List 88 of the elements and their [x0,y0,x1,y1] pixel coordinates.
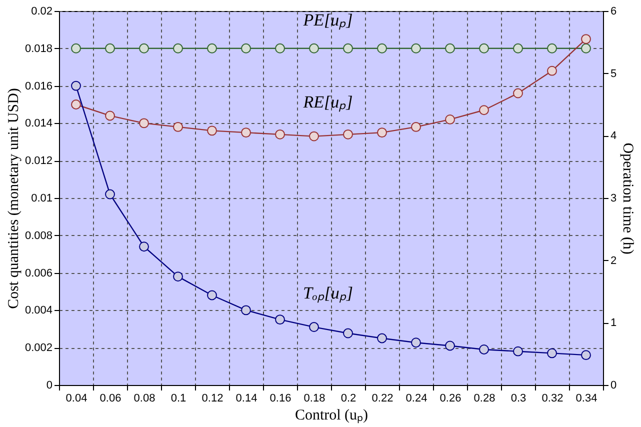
x-tick-label: 0.34 [576,392,598,404]
point [445,114,455,124]
point [71,80,81,91]
y-tick-label: 0.012 [24,155,52,168]
point [139,43,149,54]
point [343,43,353,54]
y-tick-label: 0.016 [24,80,52,92]
y-tick-label: 0.004 [24,304,52,317]
y2-tick-label: 2 [610,254,617,267]
y2-tick-label: 4 [610,130,617,142]
y2-axis-title: Operation time (h) [620,142,636,254]
point [479,105,489,116]
x-tick-label: 0.1 [170,392,186,404]
y-tick-label: 0.02 [31,6,52,18]
y-tick-label: 0.018 [24,42,52,55]
x-tick-label: 0.24 [406,392,428,404]
point [411,122,421,132]
y-tick-label: 0.01 [31,192,52,204]
x-tick-label: 0.3 [510,392,526,404]
point [275,129,285,140]
point [479,344,489,354]
point [411,338,421,348]
x-tick-label: 0.06 [100,392,122,404]
x-tick-label: 0.26 [440,392,462,404]
y-tick-label: 0.008 [24,230,52,242]
point [241,128,251,138]
point [581,43,591,54]
point [105,110,115,121]
y-tick-label: 0.006 [24,267,52,280]
point [173,272,183,282]
series-label: PE[uₚ] [302,10,353,30]
x-tick-label: 0.16 [270,392,292,404]
point [71,100,81,110]
series-label: Tₒₚ[uₚ] [302,283,354,304]
point [207,43,217,54]
x-tick-label: 0.22 [372,392,394,404]
y2-tick-label: 1 [610,317,617,330]
point [547,43,557,54]
point [513,43,523,54]
y2-tick-label: 5 [610,68,617,80]
point [241,305,251,316]
point [275,314,285,325]
point [343,129,353,140]
point [207,290,217,300]
point [581,350,591,360]
y-axis-title: Cost quantities (monetary unit USD) [6,88,22,309]
x-tick-label: 0.12 [202,392,224,404]
point [581,34,591,44]
point [275,43,285,54]
point [105,189,115,200]
point [377,128,387,138]
point [547,348,557,358]
point [445,340,455,351]
point [377,333,387,344]
y-tick-label: 0 [46,380,52,392]
x-tick-label: 0.18 [304,392,326,404]
point [377,43,387,54]
point [173,43,183,54]
point [139,242,149,252]
x-tick-label: 0.32 [542,392,564,404]
point [241,43,251,54]
point [445,43,455,54]
y-tick-label: 0.014 [24,118,52,130]
y2-tick-label: 3 [610,192,617,204]
point [105,43,115,54]
point [547,66,557,76]
point [309,322,319,332]
x-tick-label: 0.08 [134,392,156,404]
x-tick-label: 0.14 [236,392,258,404]
point [71,43,81,54]
point [207,126,217,136]
point [173,122,183,132]
x-tick-label: 0.2 [340,392,356,404]
y-tick-label: 0.002 [24,342,52,354]
x-axis-title: Control (uₚ) [294,408,368,424]
y2-tick-label: 0 [610,380,617,392]
x-tick-label: 0.04 [66,392,88,404]
y2-tick-label: 6 [610,6,617,18]
point [309,131,319,142]
point [513,346,523,356]
point [343,328,353,338]
point [309,43,319,54]
x-tick-label: 0.28 [474,392,496,404]
point [411,43,421,54]
point [513,88,523,98]
series-label: RE[uₚ] [302,92,353,112]
point [479,43,489,54]
point [139,118,149,128]
